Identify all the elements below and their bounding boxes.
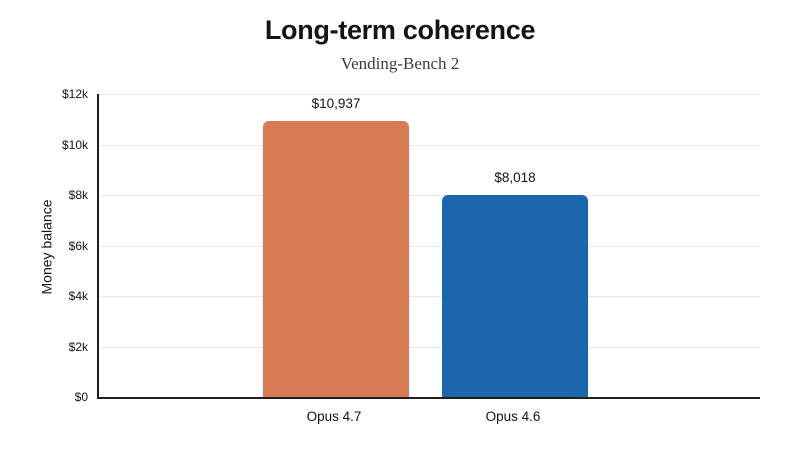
gridline-10k <box>99 144 760 146</box>
y-tick-label: $0 <box>74 390 88 404</box>
y-tick-label: $6k <box>68 238 88 253</box>
x-tick-label-opus-4-7: Opus 4.7 <box>306 409 362 424</box>
y-tick-label: $4k <box>68 289 88 303</box>
x-tick-label-opus-4-6: Opus 4.6 <box>485 409 541 424</box>
gridline-8k <box>99 195 760 196</box>
bar-opus-4-7: $10,937 <box>263 96 409 397</box>
plot-area: $10,937 $8,018 <box>97 94 760 399</box>
bar-opus-4-6: $8,018 <box>442 170 588 397</box>
gridline-2k <box>99 346 760 348</box>
y-tick-label: $12k <box>61 87 88 101</box>
bar-value-label: $8,018 <box>494 169 536 185</box>
gridline-4k <box>99 296 760 297</box>
y-tick-label: $2k <box>68 339 88 354</box>
gridline-12k <box>99 94 760 95</box>
y-tick-label: $8k <box>68 188 88 202</box>
chart-title: Long-term coherence <box>264 15 536 45</box>
y-tick-label: $10k <box>61 137 88 152</box>
chart-subtitle: Vending-Bench 2 <box>340 54 460 73</box>
gridline-6k <box>99 245 760 247</box>
bar-value-label: $10,937 <box>311 95 361 111</box>
